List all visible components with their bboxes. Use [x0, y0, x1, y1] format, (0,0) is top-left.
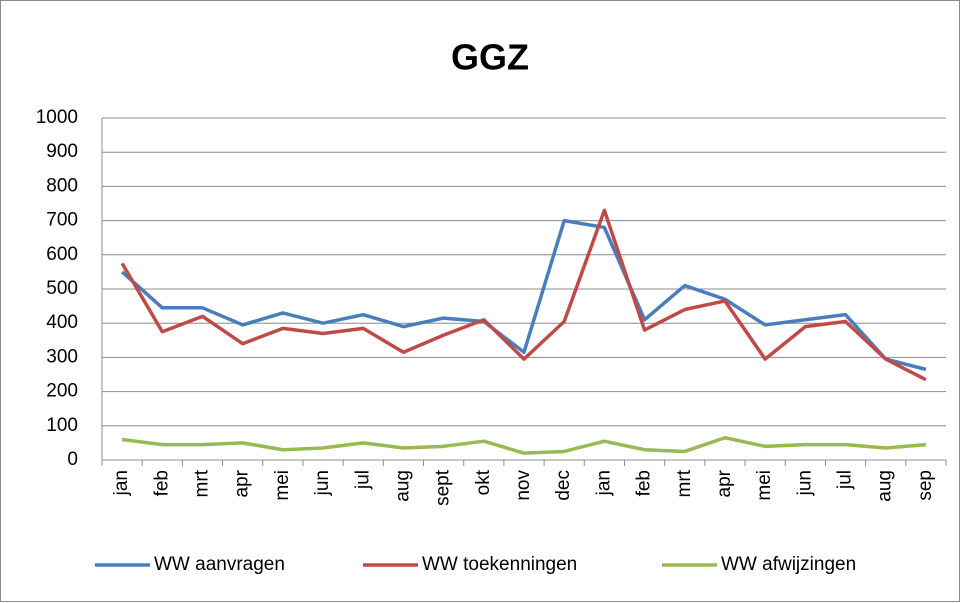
x-tick-label: jul	[352, 470, 373, 490]
y-tick-label: 300	[46, 346, 78, 367]
legend-label: WW aanvragen	[154, 554, 285, 575]
y-tick-label: 100	[46, 415, 78, 436]
y-tick-label: 500	[46, 278, 78, 299]
legend-label: WW toekenningen	[422, 554, 577, 575]
x-tick-label: jan	[111, 470, 132, 496]
series-line	[121, 436, 927, 455]
series-line	[120, 208, 927, 382]
x-tick-label: mrt	[674, 469, 695, 497]
legend-label: WW afwijzingen	[721, 554, 856, 575]
x-tick-label: feb	[151, 470, 172, 496]
y-tick-label: 700	[46, 210, 78, 231]
y-tick-label: 1000	[36, 107, 78, 128]
y-tick-label: 900	[46, 141, 78, 162]
x-tick-label: apr	[714, 469, 735, 497]
y-tick-label: 800	[46, 175, 78, 196]
y-tick-label: 0	[67, 449, 78, 470]
x-tick-label: jun	[312, 470, 333, 496]
x-tick-label: aug	[875, 470, 896, 502]
y-tick-label: 600	[46, 244, 78, 265]
x-tick-label: feb	[634, 470, 655, 496]
x-tick-label: mrt	[191, 469, 212, 497]
x-tick-label: nov	[513, 470, 534, 501]
y-tick-label: 400	[46, 312, 78, 333]
x-tick-label: jun	[794, 470, 815, 496]
x-tick-label: mei	[754, 470, 775, 501]
chart-title: GGZ	[451, 37, 529, 78]
series-line	[120, 218, 927, 372]
x-tick-label: mei	[272, 470, 293, 501]
x-tick-label: apr	[232, 469, 253, 497]
x-tick-label: dec	[553, 470, 574, 501]
x-tick-label: aug	[392, 470, 413, 502]
y-tick-label: 200	[46, 381, 78, 402]
x-tick-label: sep	[915, 470, 936, 501]
x-tick-label: jul	[835, 470, 856, 490]
x-tick-label: okt	[473, 469, 494, 495]
x-tick-label: jan	[593, 470, 614, 496]
x-tick-label: sept	[433, 469, 454, 506]
